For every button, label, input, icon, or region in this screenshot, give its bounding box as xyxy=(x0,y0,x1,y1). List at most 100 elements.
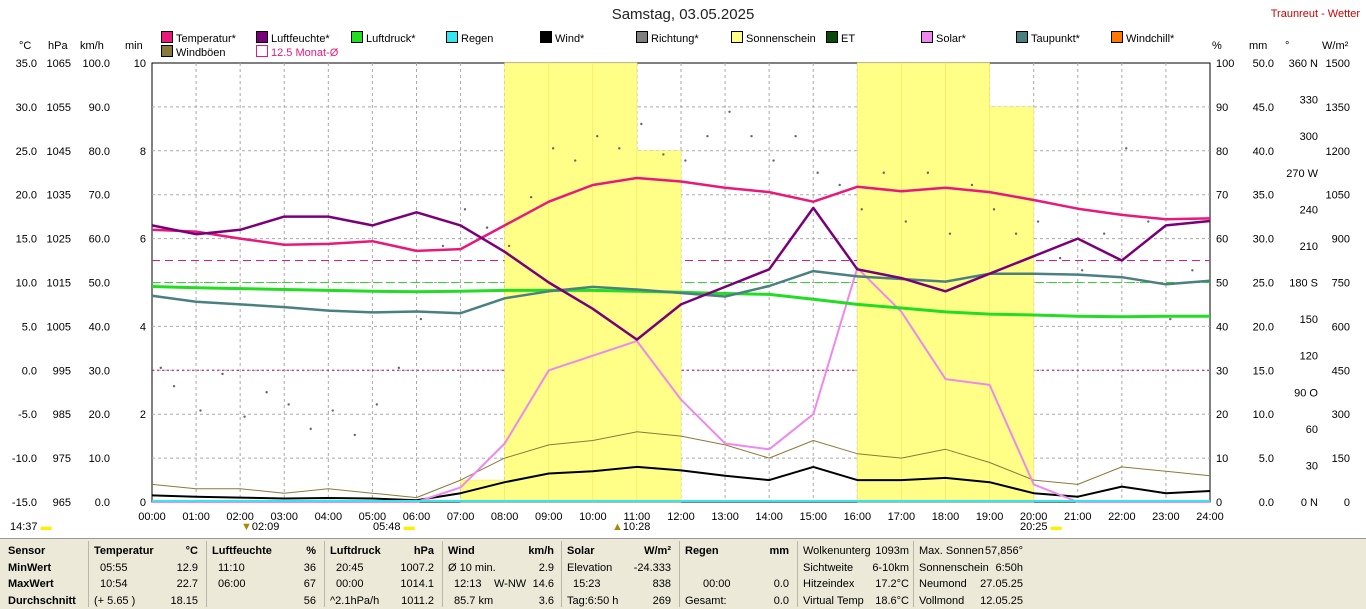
time-tick-label: 21:00 xyxy=(1064,511,1092,523)
time-tick-label: 19:00 xyxy=(976,511,1004,523)
wind-direction-dot xyxy=(905,220,907,222)
rain-tick-label: 0.0 xyxy=(1259,497,1274,509)
rain-tick-label: 35.0 xyxy=(1253,190,1274,202)
time-tick-label: 04:00 xyxy=(315,511,343,523)
direction-tick-label: 120 xyxy=(1300,351,1318,363)
sunrise-marker: 05:48 ▬ xyxy=(373,521,415,533)
wind-direction-dot xyxy=(596,135,598,137)
hum-unit: % xyxy=(306,543,316,560)
temp-tick-label: 15.0 xyxy=(16,234,37,246)
wind-direction-dot xyxy=(420,318,422,320)
wind-max-time: 12:13 xyxy=(448,578,482,590)
cloudbase-value: 1093m xyxy=(875,543,909,560)
legend-swatch xyxy=(256,31,268,43)
legend-label: Temperatur* xyxy=(176,33,236,45)
humidity-tick-label: 100 xyxy=(1216,58,1234,70)
visibility-label: Sichtweite xyxy=(803,562,853,574)
temp-tick-label: 10.0 xyxy=(16,278,37,290)
time-tick-label: 07:00 xyxy=(447,511,475,523)
legend-item: Windchill* xyxy=(1111,31,1174,45)
time-tick-label: 22:00 xyxy=(1108,511,1136,523)
sunshine-tick-label: 8 xyxy=(140,146,146,158)
max-sun-value: 57,856° xyxy=(985,543,1023,560)
row-label-avg: Durchschnitt xyxy=(8,593,88,609)
wind-unit: km/h xyxy=(528,543,554,560)
press-max-time: 00:00 xyxy=(330,578,364,590)
wind-max-value: 14.6 xyxy=(533,576,554,593)
legend-item: Taupunkt* xyxy=(1016,31,1080,45)
humidity-tick-label: 50 xyxy=(1216,278,1228,290)
temp-min-marker: ▼02:09 xyxy=(241,521,279,533)
newmoon-value: 27.05.25 xyxy=(980,576,1023,593)
legend-item: Solar* xyxy=(921,31,966,45)
solar-max-time: 15:23 xyxy=(567,578,601,590)
wind-direction-dot xyxy=(1169,318,1171,320)
sunset-marker: 20:25 ▬ xyxy=(1020,521,1062,533)
sunshine-tick-label: 0 xyxy=(140,497,146,509)
temp-header: Temperatur xyxy=(94,545,154,557)
direction-tick-label: 300 xyxy=(1300,131,1318,143)
solar-tick-label: 1200 xyxy=(1326,146,1350,158)
wind-tick-label: 40.0 xyxy=(89,321,110,333)
wind-direction-dot xyxy=(750,135,752,137)
chart-title: Samstag, 03.05.2025 xyxy=(0,6,1366,23)
hum-min-time: 11:10 xyxy=(212,562,245,574)
station-link[interactable]: Traunreut - Wetter xyxy=(1271,8,1360,20)
wind-direction-dot xyxy=(861,208,863,210)
wind-direction-dot xyxy=(971,184,973,186)
pressure-tick-label: 985 xyxy=(53,409,71,421)
temp-tick-label: -15.0 xyxy=(12,497,37,509)
pressure-tick-label: 995 xyxy=(53,365,71,377)
rain-max-time: 00:00 xyxy=(685,578,731,590)
time-tick-label: 01:00 xyxy=(182,511,210,523)
legend-label: 12.5 Monat-Ø xyxy=(271,47,338,59)
rain-tick-label: 10.0 xyxy=(1253,409,1274,421)
legend-label: ET xyxy=(841,33,855,45)
wind-direction-dot xyxy=(640,123,642,125)
time-tick-label: 15:00 xyxy=(799,511,827,523)
temp-max-value: 22.7 xyxy=(177,576,198,593)
solar-tick-label: 750 xyxy=(1332,278,1350,290)
rain-tick-label: 40.0 xyxy=(1253,146,1274,158)
wind-direction-dot xyxy=(160,367,162,369)
wind-direction-dot xyxy=(728,111,730,113)
last-update-marker: 14:37 ▬ xyxy=(10,521,52,533)
temp-avg-value: 18.15 xyxy=(170,593,198,609)
wind-direction-dot xyxy=(287,403,289,405)
unit-kmh: km/h xyxy=(80,40,104,52)
pressure-tick-label: 965 xyxy=(53,497,71,509)
pressure-tick-label: 1025 xyxy=(47,234,71,246)
press-avg-value: 1011.2 xyxy=(401,593,434,609)
pressure-tick-label: 1045 xyxy=(47,146,71,158)
wind-avg-value: 3.6 xyxy=(539,593,554,609)
legend-item: Regen xyxy=(446,31,493,45)
press-min-value: 1007.2 xyxy=(400,560,434,577)
legend-label: Windböen xyxy=(176,47,226,59)
newmoon-label: Neumond xyxy=(919,578,967,590)
wind-direction-dot xyxy=(508,245,510,247)
direction-tick-label: 360 N xyxy=(1289,58,1318,70)
unit-percent: % xyxy=(1212,40,1222,52)
humidity-tick-label: 70 xyxy=(1216,190,1228,202)
press-max-value: 1014.1 xyxy=(400,576,434,593)
solar-elevation-value: -24.333 xyxy=(634,560,671,577)
direction-tick-label: 90 O xyxy=(1294,387,1318,399)
legend-item: ET xyxy=(826,31,855,45)
legend-item: Temperatur* xyxy=(161,31,236,45)
wind-direction-dot xyxy=(1125,147,1127,149)
wind-direction-dot xyxy=(354,434,356,436)
sunshine-tick-label: 10 xyxy=(134,58,146,70)
pressure-tick-label: 1055 xyxy=(47,102,71,114)
heatindex-label: Hitzeindex xyxy=(803,578,854,590)
humidity-tick-label: 90 xyxy=(1216,102,1228,114)
row-label-max: MaxWert xyxy=(8,576,88,593)
solar-tick-label: 600 xyxy=(1332,321,1350,333)
time-tick-label: 12:00 xyxy=(667,511,695,523)
time-tick-label: 00:00 xyxy=(138,511,166,523)
unit-min: min xyxy=(125,40,143,52)
fullmoon-label: Vollmond xyxy=(919,595,964,607)
temp-tick-label: -10.0 xyxy=(12,453,37,465)
